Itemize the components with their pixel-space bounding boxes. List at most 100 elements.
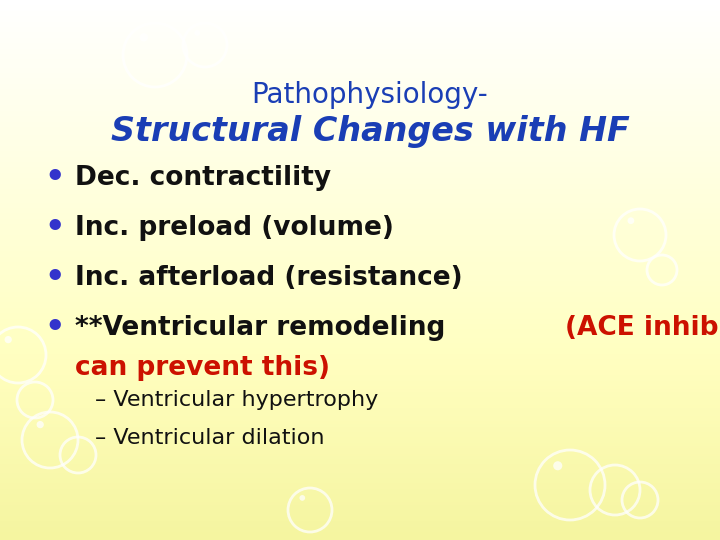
- Bar: [0, 183, 720, 186]
- Bar: [0, 185, 720, 189]
- Text: •: •: [45, 313, 66, 343]
- Bar: [0, 112, 720, 116]
- Bar: [0, 161, 720, 165]
- Bar: [0, 191, 720, 194]
- Bar: [0, 88, 720, 92]
- Bar: [0, 417, 720, 421]
- Bar: [0, 312, 720, 316]
- Bar: [0, 142, 720, 146]
- Bar: [0, 156, 720, 159]
- Bar: [0, 436, 720, 440]
- Bar: [0, 469, 720, 472]
- Bar: [0, 534, 720, 537]
- Bar: [0, 64, 720, 68]
- Bar: [0, 447, 720, 451]
- Bar: [0, 223, 720, 227]
- Bar: [0, 517, 720, 521]
- Bar: [0, 237, 720, 240]
- Text: – Ventricular dilation: – Ventricular dilation: [95, 428, 325, 448]
- Bar: [0, 2, 720, 5]
- Bar: [0, 139, 720, 143]
- Bar: [0, 515, 720, 518]
- Bar: [0, 110, 720, 113]
- Bar: [0, 434, 720, 437]
- Bar: [0, 520, 720, 524]
- Bar: [0, 453, 720, 456]
- Bar: [0, 423, 720, 427]
- Bar: [0, 234, 720, 238]
- Bar: [0, 382, 720, 386]
- Bar: [0, 45, 720, 49]
- Bar: [0, 207, 720, 211]
- Circle shape: [37, 421, 44, 428]
- Bar: [0, 507, 720, 510]
- Text: •: •: [45, 262, 66, 294]
- Bar: [0, 296, 720, 300]
- Bar: [0, 115, 720, 119]
- Bar: [0, 304, 720, 308]
- Bar: [0, 226, 720, 230]
- Bar: [0, 334, 720, 338]
- Bar: [0, 393, 720, 397]
- Bar: [0, 498, 720, 502]
- Bar: [0, 291, 720, 294]
- Bar: [0, 401, 720, 405]
- Bar: [0, 53, 720, 57]
- Bar: [0, 466, 720, 470]
- Bar: [0, 48, 720, 51]
- Bar: [0, 10, 720, 14]
- Bar: [0, 131, 720, 135]
- Bar: [0, 4, 720, 8]
- Bar: [0, 80, 720, 84]
- Bar: [0, 504, 720, 508]
- Bar: [0, 75, 720, 78]
- Bar: [0, 69, 720, 73]
- Bar: [0, 528, 720, 532]
- Bar: [0, 388, 720, 392]
- Bar: [0, 455, 720, 459]
- Bar: [0, 339, 720, 343]
- Bar: [0, 23, 720, 27]
- Bar: [0, 347, 720, 351]
- Bar: [0, 439, 720, 443]
- Bar: [0, 137, 720, 140]
- Bar: [0, 61, 720, 65]
- Bar: [0, 471, 720, 475]
- Bar: [0, 134, 720, 138]
- Text: **Ventricular remodeling: **Ventricular remodeling: [75, 315, 454, 341]
- Bar: [0, 345, 720, 348]
- Bar: [0, 415, 720, 419]
- Bar: [0, 164, 720, 167]
- Bar: [0, 231, 720, 235]
- Bar: [0, 355, 720, 359]
- Bar: [0, 377, 720, 381]
- Bar: [0, 26, 720, 30]
- Bar: [0, 204, 720, 208]
- Bar: [0, 29, 720, 32]
- Bar: [0, 220, 720, 224]
- Bar: [0, 56, 720, 59]
- Bar: [0, 37, 720, 40]
- Bar: [0, 474, 720, 478]
- Bar: [0, 426, 720, 429]
- Bar: [0, 369, 720, 373]
- Bar: [0, 253, 720, 256]
- Text: •: •: [45, 213, 66, 244]
- Bar: [0, 412, 720, 416]
- Bar: [0, 104, 720, 108]
- Bar: [0, 285, 720, 289]
- Bar: [0, 282, 720, 286]
- Bar: [0, 353, 720, 356]
- Bar: [0, 188, 720, 192]
- Bar: [0, 266, 720, 270]
- Text: Dec. contractility: Dec. contractility: [75, 165, 331, 191]
- Bar: [0, 536, 720, 540]
- Bar: [0, 31, 720, 35]
- Bar: [0, 485, 720, 489]
- Bar: [0, 58, 720, 62]
- Bar: [0, 307, 720, 310]
- Circle shape: [553, 461, 562, 470]
- Text: Structural Changes with HF: Structural Changes with HF: [111, 116, 629, 148]
- Bar: [0, 442, 720, 446]
- Text: •: •: [45, 163, 66, 193]
